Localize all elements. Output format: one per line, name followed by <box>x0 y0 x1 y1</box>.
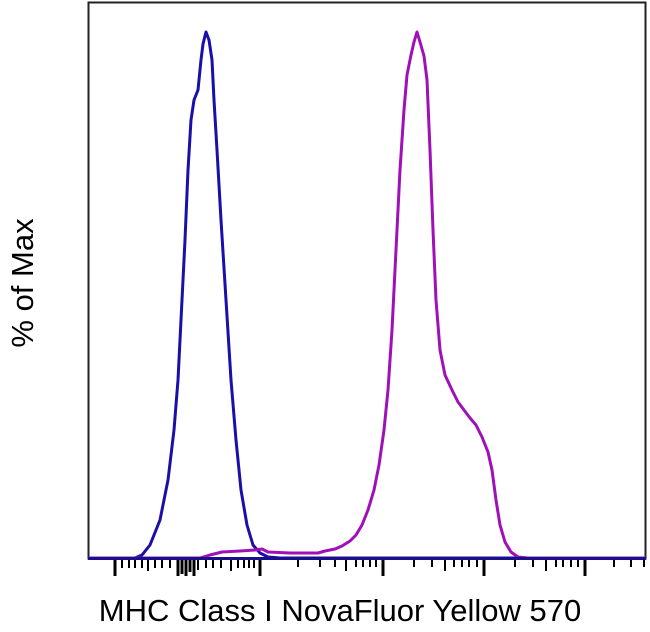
histogram-plot <box>87 1 647 576</box>
plot-frame <box>87 1 647 560</box>
stained-histogram-line <box>88 30 646 560</box>
x-axis-title: MHC Class I NovaFluor Yellow 570 <box>98 593 582 628</box>
x-axis-ticks <box>113 560 645 576</box>
control-histogram-line <box>88 30 646 560</box>
y-axis-title: % of Max <box>5 218 40 348</box>
